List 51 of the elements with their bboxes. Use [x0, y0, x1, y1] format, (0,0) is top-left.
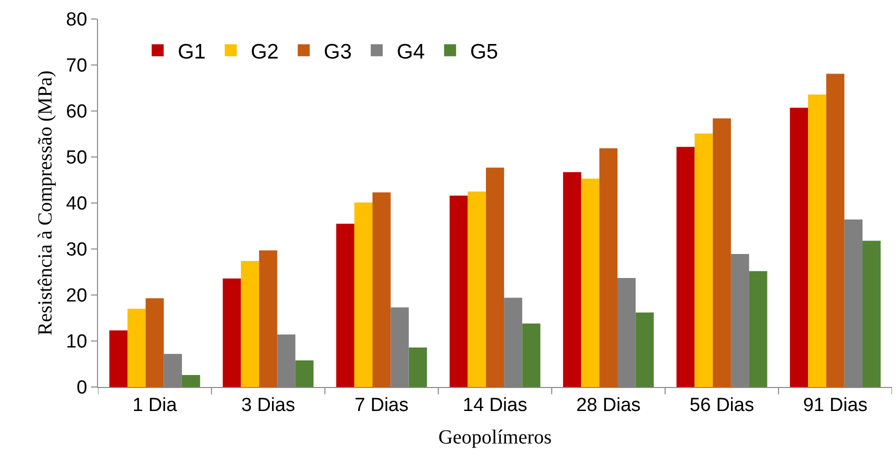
bar — [222, 278, 241, 387]
legend-label: G2 — [250, 40, 279, 64]
y-tick-label: 20 — [66, 286, 88, 307]
bar — [676, 146, 695, 387]
bar — [636, 312, 654, 387]
y-tick-label: 40 — [66, 194, 88, 215]
bar — [749, 271, 768, 387]
bar — [694, 134, 713, 387]
bar — [372, 192, 391, 387]
bar — [127, 308, 146, 387]
x-tick-label: 7 Dias — [354, 394, 408, 416]
bar — [336, 224, 354, 387]
legend-label: G4 — [396, 40, 426, 64]
bar — [522, 324, 540, 387]
x-tick-label: 1 Dia — [132, 394, 178, 416]
x-tick-label: 28 Dias — [576, 394, 641, 416]
y-tick-label: 80 — [66, 10, 88, 31]
bar — [240, 260, 260, 387]
y-tick-label: 10 — [66, 332, 88, 353]
bar — [450, 196, 468, 387]
bar — [146, 298, 164, 387]
legend-label: G3 — [324, 40, 352, 64]
bar — [581, 178, 600, 387]
bar — [599, 148, 618, 387]
bar — [712, 118, 731, 387]
bar — [295, 360, 314, 387]
bar — [408, 347, 427, 387]
x-tick-label: 91 Dias — [803, 394, 868, 416]
bar — [862, 240, 881, 387]
bar — [808, 94, 826, 387]
y-tick-label: 0 — [76, 378, 88, 399]
bar — [182, 375, 200, 387]
bar — [486, 168, 504, 387]
bar — [354, 202, 372, 387]
bar — [259, 250, 278, 387]
x-tick-label: 14 Dias — [462, 394, 528, 416]
bar — [109, 330, 128, 387]
y-tick-label: 60 — [66, 102, 88, 123]
bar — [563, 172, 582, 387]
x-axis-title: Geopolímeros — [438, 426, 552, 448]
legend-label: G1 — [178, 40, 206, 64]
y-tick-label: 70 — [66, 56, 88, 77]
y-axis-title: Resistência à Compressão (MPa) — [34, 70, 57, 336]
bar — [790, 108, 808, 387]
y-tick-label: 30 — [66, 240, 88, 261]
legend-label: G5 — [470, 40, 498, 64]
x-tick-label: 3 Dias — [241, 394, 296, 416]
y-tick-label: 50 — [66, 148, 88, 169]
bar — [826, 74, 844, 387]
x-tick-label: 56 Dias — [690, 394, 754, 416]
bar — [468, 192, 486, 387]
